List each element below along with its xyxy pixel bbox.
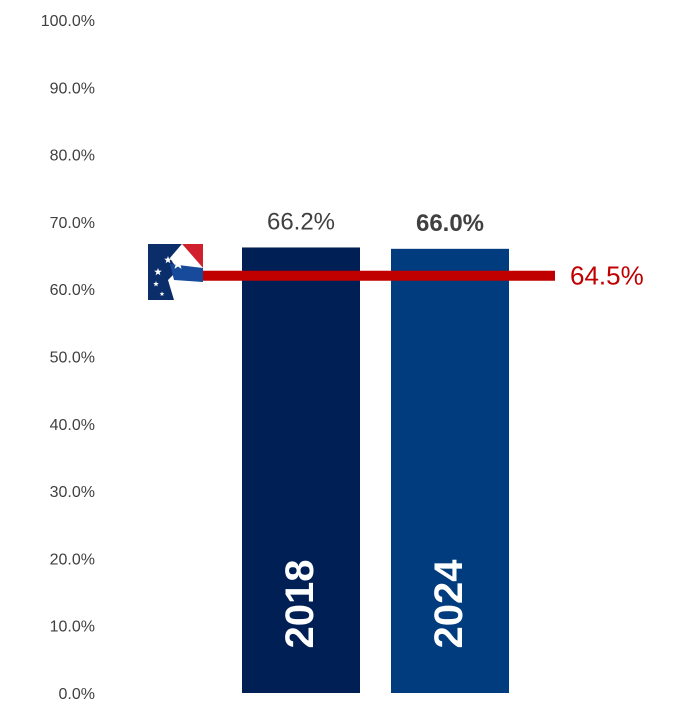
y-tick-label: 80.0% [50,148,95,165]
y-tick-label: 60.0% [50,282,95,299]
y-tick-label: 0.0% [59,686,95,703]
category-label: 2024 [427,559,471,649]
y-tick-label: 20.0% [50,551,95,568]
reference-line-label: 64.5% [570,261,644,291]
bars: 66.2% 2018 66.0% 2024 [242,208,509,693]
y-tick-label: 90.0% [50,80,95,97]
y-tick-label: 100.0% [41,13,95,30]
bar-value-label: 66.2% [267,208,335,235]
american-flag-star-logo-icon [148,244,203,300]
category-label: 2018 [278,560,322,649]
reference-line-group: 64.5% [148,244,644,300]
y-tick-label: 40.0% [50,417,95,434]
y-tick-label: 70.0% [50,215,95,232]
bar-2018 [242,247,360,693]
y-tick-label: 50.0% [50,350,95,367]
y-axis: 0.0% 10.0% 20.0% 30.0% 40.0% 50.0% 60.0% 70.0% 8… [41,13,95,703]
bar-2024 [391,248,509,693]
y-tick-label: 10.0% [50,619,95,636]
bar-value-label: 66.0% [416,210,484,237]
reference-line [203,270,555,281]
y-tick-label: 30.0% [50,484,95,501]
